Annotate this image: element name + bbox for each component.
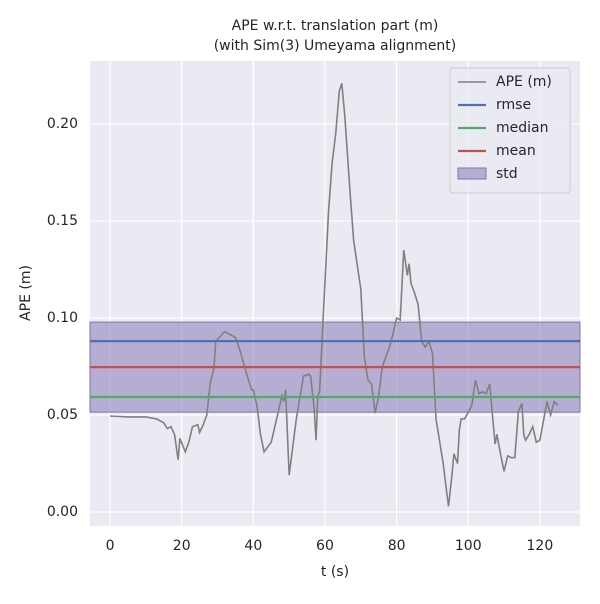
legend-label: rmse [496,97,531,113]
x-axis-label: t (s) [321,564,349,580]
legend-swatch [457,167,487,180]
legend-label: APE (m) [496,74,552,90]
chart-title: APE w.r.t. translation part (m) [232,18,439,34]
x-tick-label: 20 [173,538,191,554]
legend-label: std [496,166,518,182]
x-tick-label: 0 [106,538,115,554]
x-tick-label: 100 [455,538,482,554]
y-axis-label: APE (m) [18,265,34,321]
x-tick-label: 40 [244,538,262,554]
x-tick-label: 80 [388,538,406,554]
x-tick-label: 120 [527,538,554,554]
y-tick-label: 0.10 [47,310,78,326]
x-tick-label: 60 [316,538,334,554]
y-tick-label: 0.20 [47,116,78,132]
chart-subtitle: (with Sim(3) Umeyama alignment) [214,38,457,54]
y-tick-label: 0.05 [47,407,78,423]
legend-box [449,67,571,194]
ape-line [110,83,559,507]
legend-label: median [496,120,548,136]
y-tick-label: 0.00 [47,504,78,520]
legend-label: mean [496,143,536,159]
y-tick-label: 0.15 [47,213,78,229]
